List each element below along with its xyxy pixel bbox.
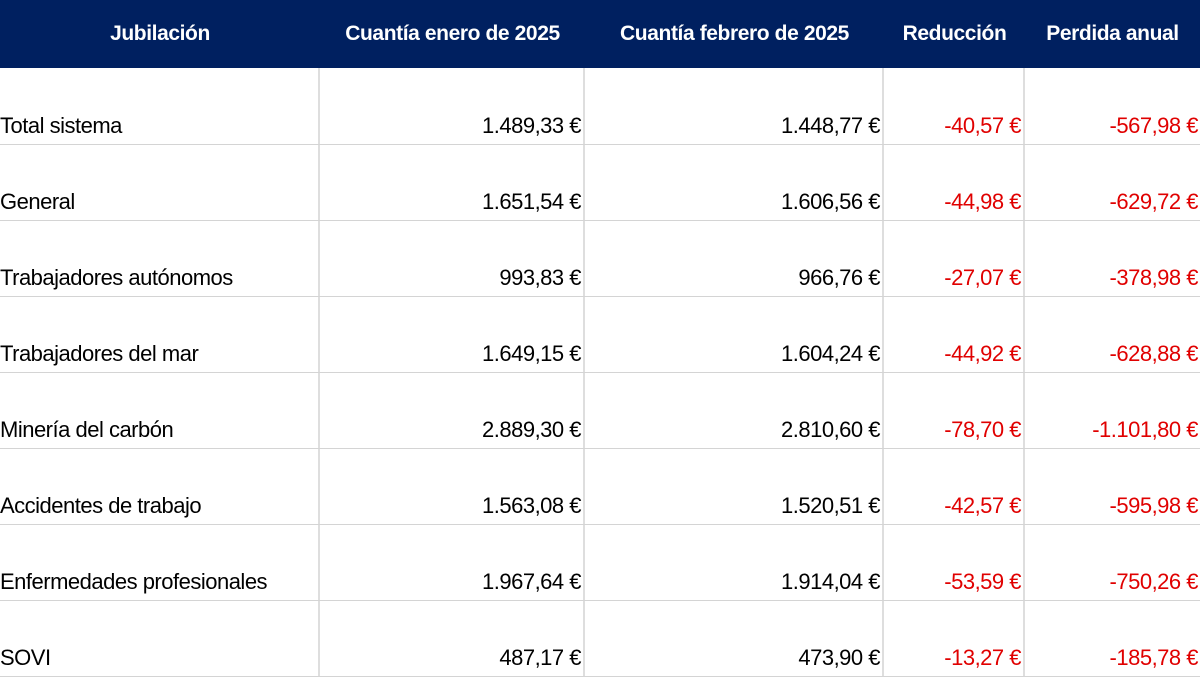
cell-reduccion: -44,92 €: [884, 297, 1025, 372]
cell-perdida-anual: -628,88 €: [1109, 341, 1199, 366]
cell-jubilacion: Total sistema: [0, 68, 320, 144]
cell-cuantia-febrero: 1.914,04 €: [585, 525, 884, 600]
cell-reduccion: -44,98 €: [884, 145, 1025, 220]
cell-reduccion: -78,70 €: [884, 373, 1025, 448]
table-row: Minería del carbón 2.889,30 €2.810,60 € -7…: [0, 373, 1200, 449]
cell-cuantia-enero: 1.649,15 €: [320, 297, 585, 372]
header-jubilacion: Jubilación: [110, 22, 210, 45]
cell-cuantia-enero: 1.489,33 €: [320, 68, 585, 144]
cell-cuantia-febrero: 2.810,60 €: [585, 373, 884, 448]
table-row: SOVI 487,17 €473,90 € -13,27 € -185,78 €: [0, 601, 1200, 677]
cell-perdida-anual: -750,26 €: [1109, 569, 1199, 594]
cell-perdida-anual: -567,98 €: [1109, 113, 1199, 138]
cell-jubilacion: Accidentes de trabajo: [0, 449, 320, 524]
cell-cuantia-enero: 1.967,64 €: [320, 525, 585, 600]
cell-cuantia-enero: 1.651,54 €: [320, 145, 585, 220]
table-row: General 1.651,54 €1.606,56 € -44,98 € -629,…: [0, 145, 1200, 221]
cell-reduccion: -53,59 €: [884, 525, 1025, 600]
cell-perdida-anual: -378,98 €: [1109, 265, 1199, 290]
cell-cuantia-enero: 487,17 €: [320, 601, 585, 676]
cell-reduccion: -40,57 €: [884, 68, 1025, 144]
table-row: Enfermedades profesionales 1.967,64 €1.91…: [0, 525, 1200, 601]
table-row: Accidentes de trabajo 1.563,08 €1.520,51 …: [0, 449, 1200, 525]
table-body: Total sistema 1.489,33 €1.448,77 € -40,57 …: [0, 68, 1200, 677]
cell-jubilacion: General: [0, 145, 320, 220]
cell-reduccion: -27,07 €: [884, 221, 1025, 296]
cell-cuantia-febrero: 966,76 €: [585, 221, 884, 296]
cell-cuantia-febrero: 1.604,24 €: [585, 297, 884, 372]
header-cuantia-febrero: Cuantía febrero de 2025: [620, 22, 849, 45]
table-header: Jubilación Cuantía enero de 2025 Cuantía…: [0, 0, 1200, 68]
cell-jubilacion: Enfermedades profesionales: [0, 525, 320, 600]
cell-jubilacion: SOVI: [0, 601, 320, 676]
cell-cuantia-enero: 2.889,30 €: [320, 373, 585, 448]
cell-perdida-anual: -629,72 €: [1109, 189, 1199, 214]
cell-cuantia-febrero: 1.520,51 €: [585, 449, 884, 524]
cell-jubilacion: Minería del carbón: [0, 373, 320, 448]
cell-cuantia-febrero: 1.606,56 €: [585, 145, 884, 220]
cell-perdida-anual: -595,98 €: [1109, 493, 1199, 518]
cell-cuantia-febrero: 473,90 €: [585, 601, 884, 676]
cell-jubilacion: Trabajadores autónomos: [0, 221, 320, 296]
cell-reduccion: -13,27 €: [884, 601, 1025, 676]
cell-reduccion: -42,57 €: [884, 449, 1025, 524]
cell-cuantia-enero: 1.563,08 €: [320, 449, 585, 524]
cell-perdida-anual: -1.101,80 €: [1092, 417, 1198, 442]
table-row: Total sistema 1.489,33 €1.448,77 € -40,57 …: [0, 68, 1200, 145]
header-reduccion: Reducción: [902, 22, 1007, 45]
cell-perdida-anual: -185,78 €: [1109, 645, 1199, 670]
table-row: Trabajadores del mar 1.649,15 €1.604,24 €…: [0, 297, 1200, 373]
cell-jubilacion: Trabajadores del mar: [0, 297, 320, 372]
table-row: Trabajadores autónomos 993,83 €966,76 € -2…: [0, 221, 1200, 297]
header-cuantia-enero: Cuantía enero de 2025: [345, 22, 560, 45]
header-perdida-anual: Perdida anual: [1046, 22, 1179, 45]
cell-cuantia-febrero: 1.448,77 €: [585, 68, 884, 144]
cell-cuantia-enero: 993,83 €: [320, 221, 585, 296]
